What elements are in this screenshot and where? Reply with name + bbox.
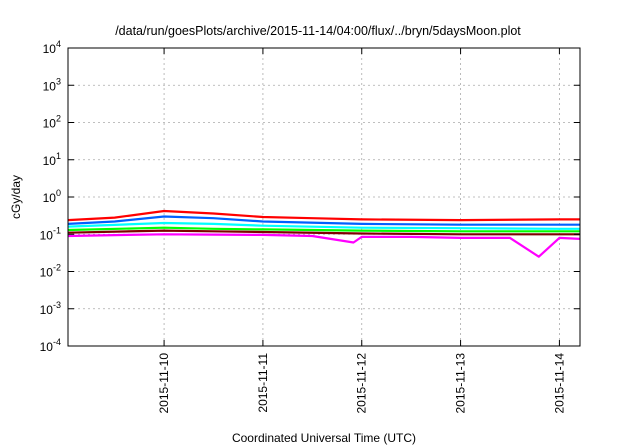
y-axis-label: cGy/day [9, 175, 23, 219]
y-tick-label: 101 [43, 151, 61, 168]
x-tick-label: 2015-11-11 [256, 353, 270, 413]
y-tick-label-base: 10 [40, 303, 54, 317]
y-tick-label: 10-4 [40, 337, 61, 354]
y-tick-label-base: 10 [40, 228, 54, 242]
y-tick-label-exponent: -2 [53, 263, 61, 273]
y-tick-label: 10-2 [40, 263, 61, 280]
y-tick-label-base: 10 [43, 42, 57, 56]
x-tick-label: 2015-11-12 [355, 353, 369, 414]
x-tick-labels: 2015-11-10 2015-11-11 2015-11-12 2015-11-13… [157, 353, 566, 414]
ticks [68, 47, 580, 347]
y-tick-label-base: 10 [43, 191, 57, 205]
y-tick-label-base: 10 [40, 266, 54, 280]
y-tick-label-exponent: 3 [56, 76, 61, 86]
y-tick-label-exponent: -1 [53, 225, 61, 235]
y-tick-label: 104 [43, 39, 61, 56]
y-tick-label-exponent: -4 [53, 337, 61, 347]
y-tick-label: 10-1 [40, 225, 61, 242]
x-axis-label: Coordinated Universal Time (UTC) [232, 431, 416, 445]
y-tick-label-exponent: 1 [56, 151, 61, 161]
y-tick-label: 10-3 [40, 300, 61, 317]
series-line-1 [67, 233, 581, 258]
series-line-5 [67, 215, 580, 226]
y-tick-label-exponent: -3 [53, 300, 61, 310]
y-tick-label-base: 10 [43, 79, 57, 93]
y-tick-label-base: 10 [40, 340, 54, 354]
y-tick-label: 103 [43, 76, 61, 93]
series-line-3 [67, 226, 580, 233]
series-group [67, 209, 581, 258]
y-tick-label-base: 10 [43, 154, 57, 168]
y-tick-label: 100 [43, 188, 61, 205]
x-tick-label: 2015-11-10 [157, 353, 171, 414]
y-tick-label-exponent: 4 [56, 39, 61, 49]
y-tick-label-exponent: 2 [56, 114, 61, 124]
x-tick-label: 2015-11-13 [454, 353, 468, 414]
x-tick-label: 2015-11-14 [552, 353, 566, 414]
series-line-6 [67, 209, 580, 222]
grid [68, 47, 580, 347]
y-tick-label-exponent: 0 [56, 188, 61, 198]
y-tick-label-base: 10 [43, 117, 57, 131]
chart-title: /data/run/goesPlots/archive/2015-11-14/0… [115, 24, 521, 38]
series-line-4 [67, 221, 580, 230]
y-tick-label: 102 [43, 114, 61, 131]
series-line-2 [67, 229, 580, 236]
